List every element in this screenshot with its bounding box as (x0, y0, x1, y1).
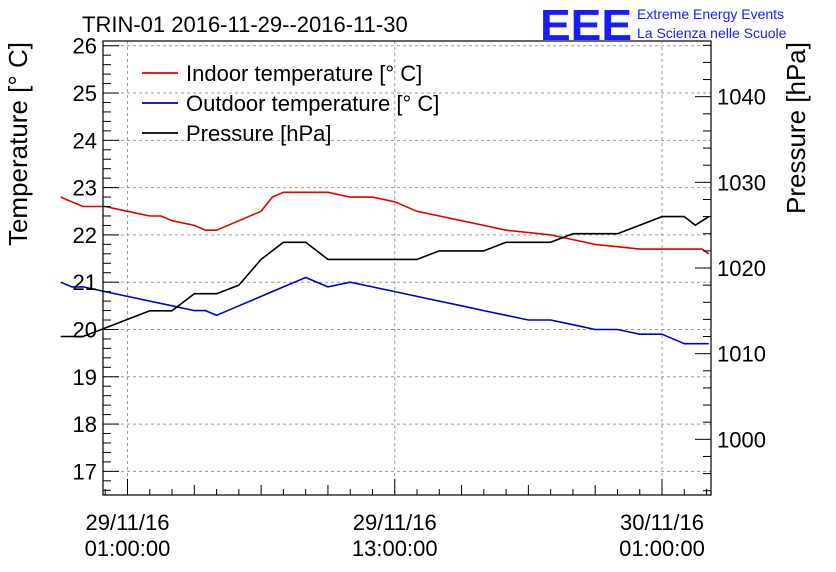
logo-line-2: La Scienza nelle Scuole (637, 25, 787, 41)
y-tick-label: 22 (73, 223, 97, 248)
y-tick-label: 21 (73, 270, 97, 295)
x-tick-label-time: 01:00:00 (85, 536, 171, 561)
y-tick-label: 20 (73, 317, 97, 342)
x-tick-label-time: 13:00:00 (352, 536, 438, 561)
y-tick-label: 23 (73, 176, 97, 201)
x-tick-label-date: 29/11/16 (353, 510, 437, 535)
y2-tick-label: 1030 (717, 170, 766, 195)
eee-logo: EEE Extreme Energy Events La Scienza nel… (540, 1, 787, 50)
y-tick-label: 18 (73, 412, 97, 437)
y2-tick-label: 1000 (717, 427, 766, 452)
y2-axis-title: Pressure [hPa] (781, 42, 811, 214)
y-tick-label: 17 (73, 459, 97, 484)
y2-tick-label: 1010 (717, 342, 766, 367)
logo-line-1: Extreme Energy Events (637, 6, 784, 22)
x-tick-label-time: 01:00:00 (619, 536, 705, 561)
series-line-1 (60, 191, 710, 255)
y-tick-label: 19 (73, 365, 97, 390)
series-line-3 (60, 215, 710, 338)
logo-mark: EEE (540, 1, 632, 50)
x-tick-label-date: 29/11/16 (85, 510, 169, 535)
series-lines (60, 191, 710, 345)
y-tick-label: 25 (73, 81, 97, 106)
y-axis-title: Temperature [° C] (3, 42, 33, 246)
y2-tick-label: 1040 (717, 85, 766, 110)
y2-tick-label: 1020 (717, 256, 766, 281)
y-tick-label: 24 (73, 128, 97, 153)
legend-label: Outdoor temperature [° C] (186, 91, 439, 116)
legend: Indoor temperature [° C] Outdoor temperat… (142, 61, 439, 146)
series-line-2 (60, 276, 709, 345)
legend-label: Pressure [hPa] (186, 121, 332, 146)
axes: 17 18 19 20 21 22 23 24 25 26 1000 1010 1020 1030 1040… (3, 34, 811, 561)
y-tick-label: 26 (73, 34, 97, 59)
x-tick-label-date: 30/11/16 (620, 510, 704, 535)
chart-title: TRIN-01 2016-11-29--2016-11-30 (82, 12, 408, 37)
legend-label: Indoor temperature [° C] (186, 61, 422, 86)
